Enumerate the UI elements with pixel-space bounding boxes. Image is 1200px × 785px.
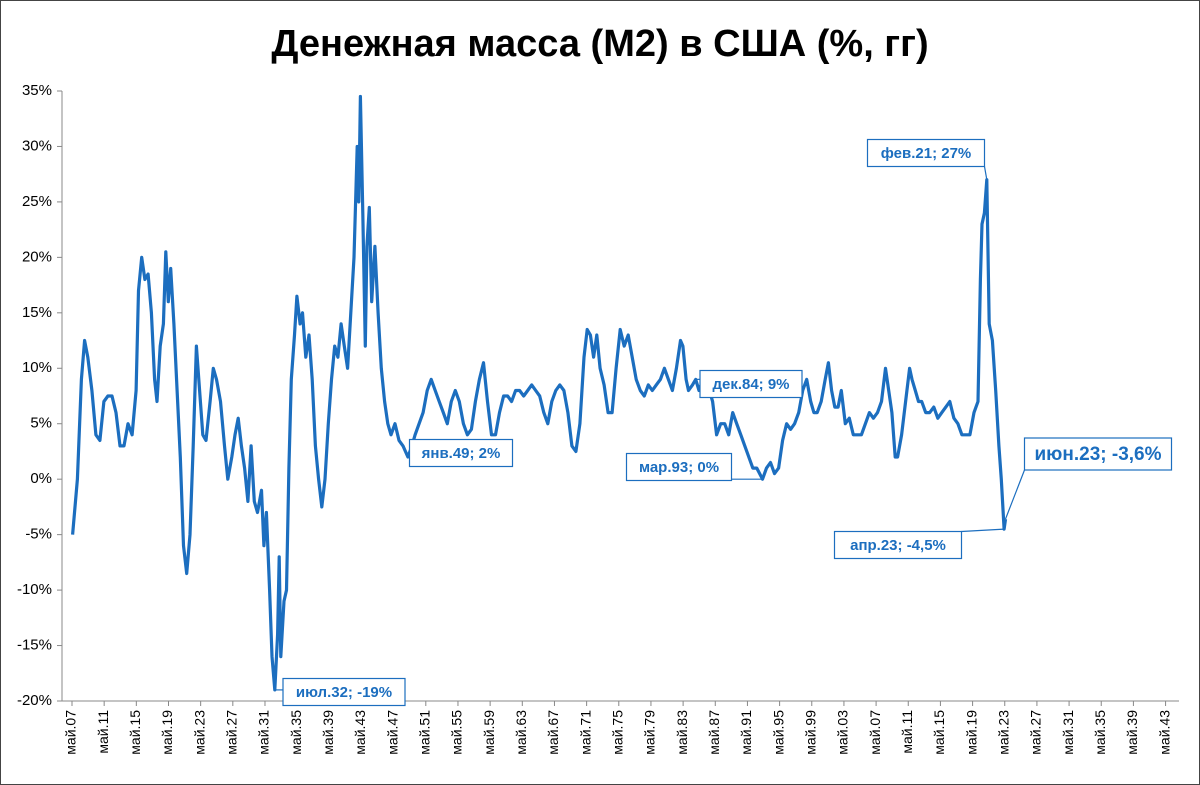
y-tick-label: 20% [22,248,52,265]
annotation-box [833,530,963,560]
y-tick-label: 25% [22,193,52,210]
x-tick-label: май.23 [191,710,207,755]
annotation-label: апр.23; -4,5% [850,537,946,554]
x-tick-label: май.79 [642,710,658,755]
y-tick-label: 10% [22,359,52,376]
y-tick-label: 5% [30,415,52,432]
x-tick-label: май.43 [1156,710,1172,755]
x-tick-label: май.47 [384,710,400,755]
x-tick-label: май.19 [159,710,175,755]
annotation-label: мар.93; 0% [639,459,719,476]
annotation-label: дек.84; 9% [712,376,789,393]
annotation-box [282,677,406,707]
x-tick-label: май.71 [577,710,593,755]
x-tick-label: май.39 [320,710,336,755]
x-tick-label: май.07 [867,710,883,755]
x-tick-label: май.27 [224,710,240,755]
x-tick-label: май.95 [770,710,786,755]
x-tick-label: май.63 [513,710,529,755]
annotation-box [699,369,803,399]
annotation-leader [961,528,1005,533]
x-tick-label: май.27 [1028,710,1044,755]
x-tick-label: май.67 [545,710,561,755]
x-tick-label: май.23 [995,710,1011,755]
x-tick-label: май.39 [1124,710,1140,755]
x-tick-label: май.87 [706,710,722,755]
x-tick-label: май.43 [352,710,368,755]
x-tick-label: май.11 [899,710,915,754]
x-tick-label: май.03 [835,710,851,755]
line [71,94,1008,692]
annotation-box [1023,437,1173,471]
annotation-box [866,138,986,168]
x-tick-label: май.15 [931,710,947,755]
annotation-label: июл.32; -19% [296,684,392,701]
x-tick-label: май.59 [481,710,497,755]
x-tick-label: май.11 [95,710,111,754]
annotation-label: янв.49; 2% [422,445,501,462]
annotation-box [408,438,514,468]
x-tick-label: май.15 [127,710,143,755]
x-tick-label: май.31 [256,710,272,755]
y-tick-label: 0% [30,470,52,487]
x-tick-label: май.99 [802,710,818,755]
annotation-leader [1004,469,1026,520]
y-tick-label: -10% [17,581,52,598]
y-tick-label: -15% [17,637,52,654]
y-tick-label: 15% [22,304,52,321]
y-tick-label: -20% [17,692,52,709]
x-tick-label: май.55 [449,710,465,755]
chart-title: Денежная масса (М2) в США (%, гг) [271,23,928,65]
x-tick-label: май.83 [674,710,690,755]
y-tick-label: 35% [22,82,52,99]
y-tick-label: -5% [25,526,52,543]
x-tick-label: май.91 [738,710,754,755]
x-tick-label: май.31 [1060,710,1076,755]
x-tick-label: май.19 [963,710,979,755]
annotation-label: фев.21; 27% [881,145,972,162]
annotation-label: июн.23; -3,6% [1034,444,1161,465]
y-tick-label: 30% [22,137,52,154]
x-tick-label: май.35 [1092,710,1108,755]
x-tick-label: май.35 [288,710,304,755]
x-tick-label: май.75 [609,710,625,755]
x-tick-label: май.51 [417,710,433,755]
x-tick-label: май.07 [63,710,79,755]
annotation-box [625,452,733,482]
annotation-leader [983,166,988,180]
